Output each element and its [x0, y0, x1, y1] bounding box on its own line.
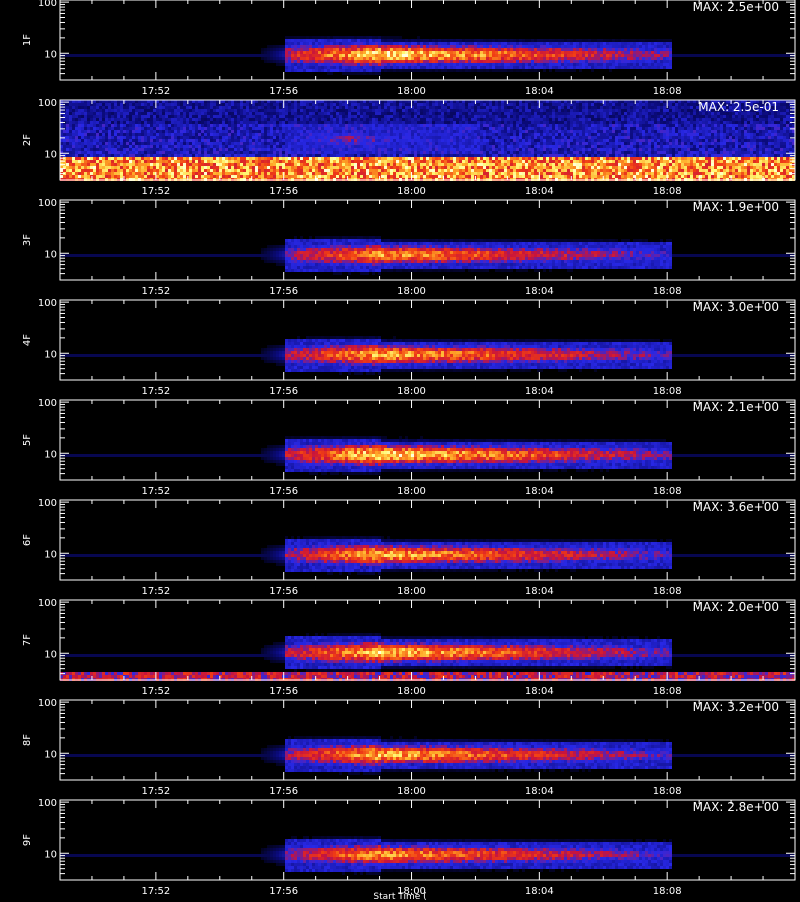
- max-label: MAX: 2.5e+00: [693, 0, 779, 14]
- x-tick-label: 18:00: [397, 86, 426, 97]
- x-tick-label: 18:04: [525, 486, 554, 497]
- max-label: MAX: 3.6e+00: [693, 500, 779, 514]
- heatmap-cells: [60, 100, 795, 181]
- x-axis-title: Start Time (: [0, 892, 800, 902]
- x-tick-label: 17:52: [141, 186, 170, 197]
- x-tick-label: 18:00: [397, 186, 426, 197]
- spectrogram-panel: 100 10 6F 17:52 17:56 18:00 18:04 18:08 MAX: 3.6…: [0, 500, 800, 600]
- y-axis-label: 3F: [22, 234, 33, 246]
- x-tick-label: 18:08: [653, 586, 682, 597]
- y-axis-label: 2F: [22, 134, 33, 146]
- x-tick-label: 17:56: [269, 86, 298, 97]
- y-axis-label: 4F: [22, 334, 33, 346]
- y-axis-label: 9F: [22, 834, 33, 846]
- x-tick-label: 17:52: [141, 686, 170, 697]
- x-tick-label: 18:08: [653, 286, 682, 297]
- panel-svg: 100 10 5F 17:52 17:56 18:00 18:04 18:08 MAX: 2.1…: [0, 400, 800, 500]
- y-tick-label: 100: [38, 98, 57, 109]
- x-tick-label: 17:52: [141, 386, 170, 397]
- x-tick-label: 17:56: [269, 286, 298, 297]
- x-tick-label: 18:00: [397, 786, 426, 797]
- x-tick-label: 18:00: [397, 586, 426, 597]
- x-tick-label: 17:56: [269, 686, 298, 697]
- spectrogram-panel: 100 10 7F 17:52 17:56 18:00 18:04 18:08 MAX: 2.0…: [0, 600, 800, 700]
- x-tick-label: 18:04: [525, 586, 554, 597]
- spectrogram-panel: 100 10 5F 17:52 17:56 18:00 18:04 18:08 MAX: 2.1…: [0, 400, 800, 500]
- y-axis-label: 8F: [22, 734, 33, 746]
- x-tick-label: 17:56: [269, 786, 298, 797]
- y-axis-label: 1F: [22, 34, 33, 46]
- y-tick-label: 10: [44, 449, 57, 460]
- max-label: MAX: 3.2e+00: [693, 700, 779, 714]
- spectrogram-panel: 100 10 2F 17:52 17:56 18:00 18:04 18:08 MAX: 2.5…: [0, 100, 800, 200]
- x-tick-label: 17:52: [141, 86, 170, 97]
- panel-svg: 100 10 8F 17:52 17:56 18:00 18:04 18:08 MAX: 3.2…: [0, 700, 800, 800]
- y-tick-label: 100: [38, 498, 57, 509]
- x-tick-label: 18:04: [525, 286, 554, 297]
- panel-svg: 100 10 6F 17:52 17:56 18:00 18:04 18:08 MAX: 3.6…: [0, 500, 800, 600]
- y-axis-label: 6F: [22, 534, 33, 546]
- y-tick-label: 10: [44, 49, 57, 60]
- max-label: MAX: 1.9e+00: [693, 200, 779, 214]
- x-tick-label: 17:52: [141, 486, 170, 497]
- y-tick-label: 100: [38, 0, 57, 9]
- y-tick-label: 10: [44, 349, 57, 360]
- panel-svg: 100 10 2F 17:52 17:56 18:00 18:04 18:08 MAX: 2.5…: [0, 100, 800, 200]
- x-tick-label: 18:08: [653, 686, 682, 697]
- panel-svg: 100 10 1F 17:52 17:56 18:00 18:04 18:08 MAX: 2.5…: [0, 0, 800, 100]
- x-tick-label: 17:56: [269, 586, 298, 597]
- x-tick-label: 18:04: [525, 186, 554, 197]
- x-tick-label: 17:52: [141, 586, 170, 597]
- y-axis-label: 7F: [22, 634, 33, 646]
- y-tick-label: 10: [44, 749, 57, 760]
- max-label: MAX: 2.5e-01: [698, 100, 779, 114]
- y-tick-label: 100: [38, 398, 57, 409]
- max-label: MAX: 3.0e+00: [693, 300, 779, 314]
- y-tick-label: 100: [38, 698, 57, 709]
- x-tick-label: 18:04: [525, 386, 554, 397]
- y-tick-label: 10: [44, 149, 57, 160]
- spectrogram-panel: 100 10 3F 17:52 17:56 18:00 18:04 18:08 MAX: 1.9…: [0, 200, 800, 300]
- panel-svg: 100 10 4F 17:52 17:56 18:00 18:04 18:08 MAX: 3.0…: [0, 300, 800, 400]
- x-tick-label: 17:52: [141, 786, 170, 797]
- y-tick-label: 10: [44, 849, 57, 860]
- y-tick-label: 100: [38, 198, 57, 209]
- x-tick-label: 18:08: [653, 486, 682, 497]
- x-tick-label: 17:56: [269, 386, 298, 397]
- panel-svg: 100 10 3F 17:52 17:56 18:00 18:04 18:08 MAX: 1.9…: [0, 200, 800, 300]
- spectrogram-panel: 100 10 4F 17:52 17:56 18:00 18:04 18:08 MAX: 3.0…: [0, 300, 800, 400]
- panel-svg: 100 10 7F 17:52 17:56 18:00 18:04 18:08 MAX: 2.0…: [0, 600, 800, 700]
- x-tick-label: 18:00: [397, 286, 426, 297]
- x-tick-label: 18:00: [397, 486, 426, 497]
- max-label: MAX: 2.0e+00: [693, 600, 779, 614]
- x-tick-label: 18:04: [525, 786, 554, 797]
- spectrogram-panel: 100 10 8F 17:52 17:56 18:00 18:04 18:08 MAX: 3.2…: [0, 700, 800, 800]
- x-tick-label: 18:08: [653, 186, 682, 197]
- x-tick-label: 18:08: [653, 786, 682, 797]
- y-tick-label: 10: [44, 549, 57, 560]
- x-tick-label: 18:00: [397, 686, 426, 697]
- x-tick-label: 18:04: [525, 86, 554, 97]
- y-tick-label: 100: [38, 798, 57, 809]
- y-tick-label: 100: [38, 298, 57, 309]
- x-tick-label: 17:52: [141, 286, 170, 297]
- max-label: MAX: 2.1e+00: [693, 400, 779, 414]
- x-tick-label: 17:56: [269, 486, 298, 497]
- y-tick-label: 10: [44, 649, 57, 660]
- y-tick-label: 10: [44, 249, 57, 260]
- y-tick-label: 100: [38, 598, 57, 609]
- y-axis-label: 5F: [22, 434, 33, 446]
- x-tick-label: 18:08: [653, 386, 682, 397]
- x-tick-label: 17:56: [269, 186, 298, 197]
- x-tick-label: 18:00: [397, 386, 426, 397]
- spectrogram-panel: 100 10 1F 17:52 17:56 18:00 18:04 18:08 MAX: 2.5…: [0, 0, 800, 100]
- max-label: MAX: 2.8e+00: [693, 800, 779, 814]
- x-tick-label: 18:04: [525, 686, 554, 697]
- x-tick-label: 18:08: [653, 86, 682, 97]
